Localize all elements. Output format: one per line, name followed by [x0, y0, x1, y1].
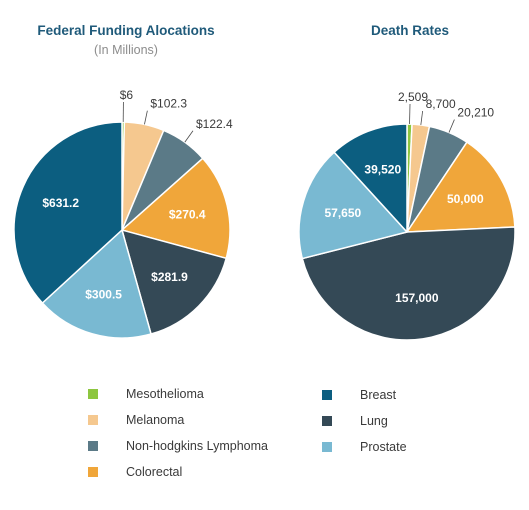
legend-swatch-breast [322, 390, 332, 400]
funding-label-lung: $281.9 [151, 270, 188, 284]
funding-leader-melanoma [144, 110, 148, 125]
funding-slice-lung [121, 229, 227, 335]
legend-label-mesothelioma: Mesothelioma [126, 387, 204, 401]
legend-item-mesothelioma: Mesothelioma [88, 386, 204, 402]
death-leader-non-hodgkins-lymphoma [448, 119, 455, 133]
legend-label-breast: Breast [360, 388, 397, 402]
death-slice-lung [301, 226, 516, 341]
death-chart-title: Death Rates [370, 23, 450, 38]
funding-label-non-hodgkins-lymphoma: $122.4 [196, 117, 233, 131]
legend-label-colorectal: Colorectal [126, 465, 183, 479]
death-slice-prostate [298, 151, 408, 260]
legend-label-lung: Lung [360, 414, 388, 428]
funding-slice-colorectal [121, 157, 231, 260]
legend-label-melanoma: Melanoma [126, 413, 185, 427]
legend-label-non-hodgkins-lymphoma: Non-hodgkins Lymphoma [126, 439, 268, 453]
legend-item-non-hodgkins-lymphoma: Non-hodgkins Lymphoma [88, 438, 268, 454]
legend-label-prostate: Prostate [360, 440, 407, 454]
funding-leader-non-hodgkins-lymphoma [184, 130, 194, 143]
funding-slice-breast [13, 121, 123, 304]
death-slice-breast [333, 123, 408, 233]
legend-item-prostate: Prostate [322, 439, 407, 455]
funding-pie: $6 $102.3 $122.4 $270.4 $281.9 $300.5 $631.2 [13, 88, 233, 339]
funding-label-colorectal: $270.4 [169, 208, 206, 222]
funding-chart-subtitle: (In Millions) [94, 43, 158, 57]
death-label-non-hodgkins-lymphoma: 20,210 [457, 106, 494, 120]
funding-label-mesothelioma: $6 [120, 88, 134, 102]
legend-swatch-melanoma [88, 415, 98, 425]
death-label-lung: 157,000 [395, 291, 439, 305]
legend-swatch-mesothelioma [88, 389, 98, 399]
legend-item-colorectal: Colorectal [88, 464, 182, 480]
death-label-melanoma: 8,700 [426, 97, 456, 111]
death-label-prostate: 57,650 [325, 206, 362, 220]
funding-label-prostate: $300.5 [85, 287, 122, 301]
death-slice-colorectal [406, 141, 516, 233]
legend-swatch-non-hodgkins-lymphoma [88, 441, 98, 451]
legend-item-breast: Breast [322, 387, 396, 403]
death-label-colorectal: 50,000 [447, 192, 484, 206]
legend-swatch-colorectal [88, 467, 98, 477]
death-leader-melanoma [420, 110, 424, 125]
funding-slice-prostate [41, 229, 152, 339]
legend-swatch-lung [322, 416, 332, 426]
funding-chart-title: Federal Funding Alocations [37, 23, 215, 38]
legend-swatch-prostate [322, 442, 332, 452]
funding-label-breast: $631.2 [42, 196, 79, 210]
legend-item-melanoma: Melanoma [88, 412, 184, 428]
death-label-mesothelioma: 2,509 [398, 90, 428, 104]
death-label-breast: 39,520 [364, 163, 401, 177]
funding-label-melanoma: $102.3 [150, 97, 187, 111]
legend-item-lung: Lung [322, 413, 388, 429]
